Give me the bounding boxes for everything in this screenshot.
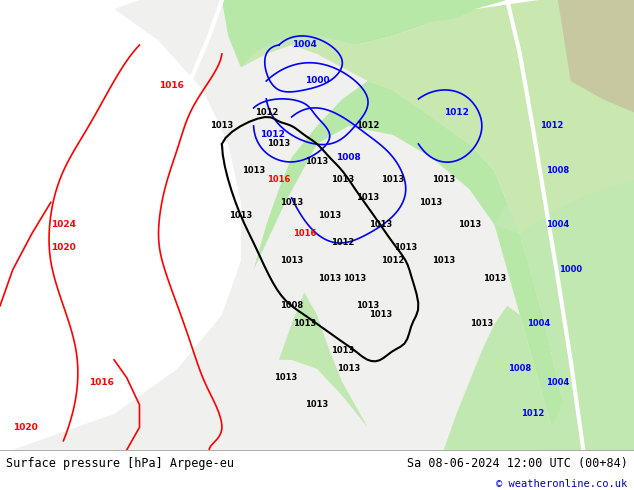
Text: 1013: 1013	[242, 167, 265, 175]
Text: 1024: 1024	[51, 220, 76, 229]
Text: 1008: 1008	[336, 153, 361, 162]
Text: 1016: 1016	[158, 81, 184, 90]
Text: 1016: 1016	[89, 378, 114, 387]
Text: 1013: 1013	[356, 194, 379, 202]
Polygon shape	[0, 0, 571, 450]
Text: 1013: 1013	[274, 373, 297, 382]
Text: 1016: 1016	[293, 229, 316, 239]
Text: 1012: 1012	[331, 239, 354, 247]
Text: 1008: 1008	[547, 167, 569, 175]
Text: Surface pressure [hPa] Arpege-eu: Surface pressure [hPa] Arpege-eu	[6, 457, 235, 470]
Text: 1004: 1004	[527, 319, 550, 328]
Text: 1013: 1013	[318, 274, 341, 283]
Text: 1013: 1013	[210, 122, 233, 130]
Text: 1013: 1013	[306, 400, 328, 409]
Polygon shape	[558, 0, 634, 113]
Text: 1013: 1013	[394, 243, 417, 252]
Polygon shape	[456, 180, 634, 450]
Text: 1012: 1012	[255, 108, 278, 117]
Polygon shape	[279, 293, 558, 450]
Polygon shape	[222, 0, 507, 68]
Text: Sa 08-06-2024 12:00 UTC (00+84): Sa 08-06-2024 12:00 UTC (00+84)	[407, 457, 628, 470]
Polygon shape	[241, 0, 634, 450]
Text: 1013: 1013	[268, 140, 290, 148]
Text: 1012: 1012	[356, 122, 379, 130]
Text: 1012: 1012	[521, 409, 544, 418]
Text: 1020: 1020	[51, 243, 76, 252]
Polygon shape	[254, 81, 571, 450]
Text: 1020: 1020	[13, 423, 38, 432]
Text: 1012: 1012	[540, 122, 563, 130]
Text: 1013: 1013	[306, 157, 328, 167]
Text: 1013: 1013	[483, 274, 506, 283]
Text: 1013: 1013	[344, 274, 366, 283]
Text: 1012: 1012	[444, 108, 469, 117]
Text: 1013: 1013	[369, 310, 392, 319]
Text: 1013: 1013	[230, 211, 252, 220]
Text: 1013: 1013	[382, 175, 404, 184]
Text: 1000: 1000	[305, 76, 329, 85]
Text: 1013: 1013	[280, 256, 303, 266]
Text: 1000: 1000	[559, 266, 582, 274]
Text: 1016: 1016	[268, 175, 290, 184]
Text: 1012: 1012	[260, 130, 285, 140]
Polygon shape	[539, 293, 634, 450]
Text: 1013: 1013	[356, 301, 379, 310]
Text: 1012: 1012	[382, 256, 404, 266]
Text: 1013: 1013	[318, 211, 341, 220]
Text: 1013: 1013	[331, 175, 354, 184]
Text: 1013: 1013	[369, 220, 392, 229]
Text: 1004: 1004	[292, 41, 317, 49]
Text: 1013: 1013	[337, 365, 360, 373]
Text: 1013: 1013	[458, 220, 481, 229]
Text: 1004: 1004	[547, 378, 569, 387]
Text: 1013: 1013	[420, 198, 443, 207]
Text: 1013: 1013	[470, 319, 493, 328]
Text: 1013: 1013	[432, 175, 455, 184]
Text: 1004: 1004	[547, 220, 569, 229]
Text: 1008: 1008	[508, 365, 531, 373]
Text: 1013: 1013	[280, 198, 303, 207]
Text: © weatheronline.co.uk: © weatheronline.co.uk	[496, 479, 628, 489]
Text: 1013: 1013	[432, 256, 455, 266]
Text: 1013: 1013	[293, 319, 316, 328]
Text: 1008: 1008	[280, 301, 303, 310]
Text: 1013: 1013	[331, 346, 354, 355]
